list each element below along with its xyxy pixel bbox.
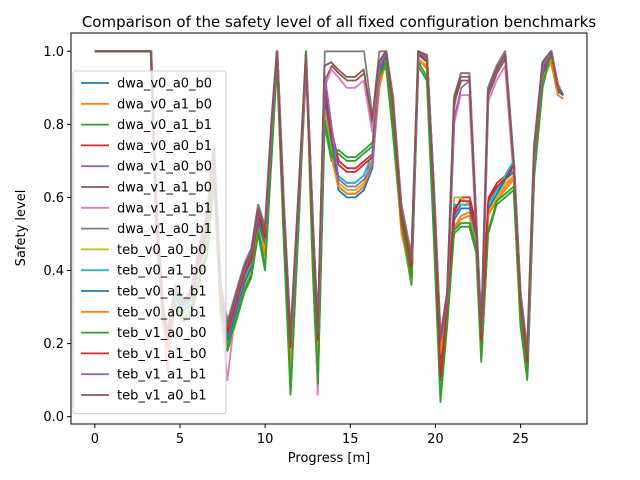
x-tick-label: 15 [342, 432, 359, 447]
x-tick-label: 25 [512, 432, 529, 447]
legend-label-dwa_v1_a0_b1: dwa_v1_a0_b1 [117, 222, 212, 237]
legend-label-teb_v1_a1_b1: teb_v1_a1_b1 [117, 368, 207, 383]
plot-frame [70, 32, 588, 425]
y-tick-label: 0.4 [43, 264, 64, 279]
y-axis-label: Safety level [14, 190, 29, 267]
y-tick-label: 0.0 [43, 410, 64, 425]
legend-box [72, 70, 227, 415]
legend-label-teb_v1_a0_b0: teb_v1_a0_b0 [117, 326, 207, 341]
y-axis: 0.0 0.2 0.4 0.6 0.8 1.0 [43, 45, 71, 425]
x-tick-label: 5 [176, 432, 184, 447]
x-axis: 0 5 10 15 20 25 [91, 424, 529, 447]
legend-label-teb_v0_a1_b1: teb_v0_a1_b1 [117, 285, 207, 300]
legend-label-dwa_v1_a1_b0: dwa_v1_a1_b0 [117, 181, 212, 196]
legend-label-teb_v0_a1_b0: teb_v0_a1_b0 [117, 264, 207, 279]
x-tick-label: 10 [257, 432, 274, 447]
legend-label-dwa_v0_a1_b1: dwa_v0_a1_b1 [117, 118, 212, 133]
x-tick-label: 0 [91, 432, 99, 447]
legend-label-dwa_v0_a0_b0: dwa_v0_a0_b0 [117, 77, 212, 92]
chart-title: Comparison of the safety level of all fi… [82, 13, 597, 31]
legend-label-dwa_v1_a0_b0: dwa_v1_a0_b0 [117, 160, 212, 175]
y-tick-label: 0.6 [43, 191, 64, 206]
y-tick-label: 0.2 [43, 337, 64, 352]
legend-label-teb_v1_a1_b0: teb_v1_a1_b0 [117, 347, 207, 362]
legend-label-dwa_v1_a1_b1: dwa_v1_a1_b1 [117, 201, 212, 216]
y-tick-label: 1.0 [43, 45, 64, 60]
legend-label-dwa_v0_a1_b0: dwa_v0_a1_b0 [117, 97, 212, 112]
legend: dwa_v0_a0_b0 dwa_v0_a1_b0 dwa_v0_a1_b1 dwa_… [72, 70, 227, 415]
y-tick-label: 0.8 [43, 118, 64, 133]
legend-label-teb_v0_a0_b1: teb_v0_a0_b1 [117, 305, 207, 320]
legend-label-dwa_v0_a0_b1: dwa_v0_a0_b1 [117, 139, 212, 154]
x-axis-label: Progress [m] [288, 451, 370, 466]
legend-label-teb_v1_a0_b1: teb_v1_a0_b1 [117, 389, 207, 404]
x-tick-label: 20 [427, 432, 444, 447]
legend-label-teb_v0_a0_b0: teb_v0_a0_b0 [117, 243, 207, 258]
